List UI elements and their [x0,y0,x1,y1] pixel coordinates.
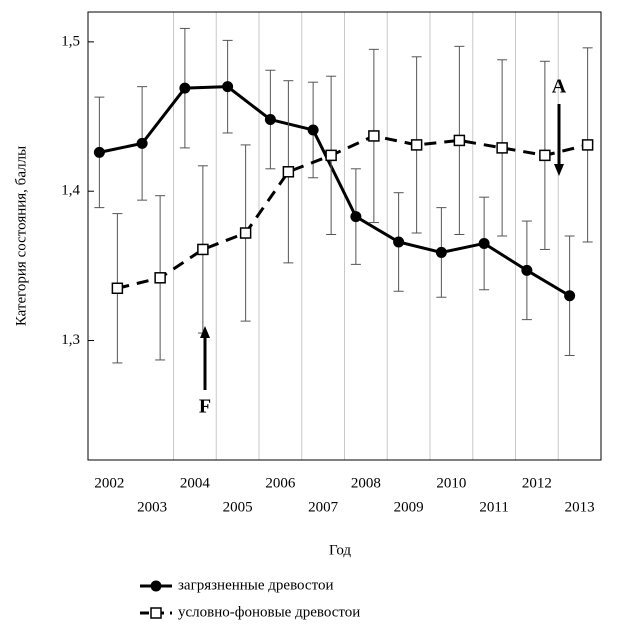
point [393,236,405,248]
point [239,227,252,239]
point [93,146,105,158]
point [154,272,166,284]
point [368,130,380,142]
x-tick-label: 2012 [522,475,552,491]
annotation-arrowhead [554,164,564,176]
point [264,114,276,126]
series-line [99,85,571,298]
annotation: F [199,396,211,418]
y-tick-label: 1,5 [61,33,80,49]
point [179,82,191,94]
series-line [117,134,588,290]
legend-marker [150,607,162,619]
point [539,149,551,162]
x-tick-label: 2003 [137,499,167,515]
x-tick-label: 2011 [479,499,508,515]
point [282,166,295,178]
point [136,137,148,149]
x-tick-label: 2005 [223,499,253,515]
point [410,139,423,151]
x-tick-label: 2007 [308,499,339,515]
point [197,243,209,256]
y-tick-label: 1,4 [61,183,80,199]
point [325,149,337,162]
point [435,246,447,258]
annotation-arrowhead [200,326,210,338]
x-tick-label: 2010 [436,475,466,491]
point [564,290,576,302]
point [222,81,234,93]
legend-marker [150,580,162,592]
y-tick-label: 1,3 [61,332,80,348]
legend-label: загрязненные древостои [178,577,333,593]
point [478,237,490,249]
point [581,139,594,151]
y-axis-label: Категория состояния, баллы [13,146,29,326]
point [453,134,466,147]
x-tick-label: 2009 [394,499,424,515]
point [307,124,319,136]
point [496,142,508,154]
x-tick-label: 2013 [565,499,595,515]
x-tick-label: 2004 [180,475,211,491]
point [350,211,362,223]
x-axis-label: Год [329,542,351,558]
x-tick-label: 2002 [94,475,124,491]
annotation: A [552,76,567,98]
point [111,282,124,295]
legend-label: условно-фоновые древостои [178,604,360,620]
plot-frame [87,11,602,461]
x-tick-label: 2006 [265,475,296,491]
x-tick-label: 2008 [351,475,381,491]
point [521,264,533,276]
